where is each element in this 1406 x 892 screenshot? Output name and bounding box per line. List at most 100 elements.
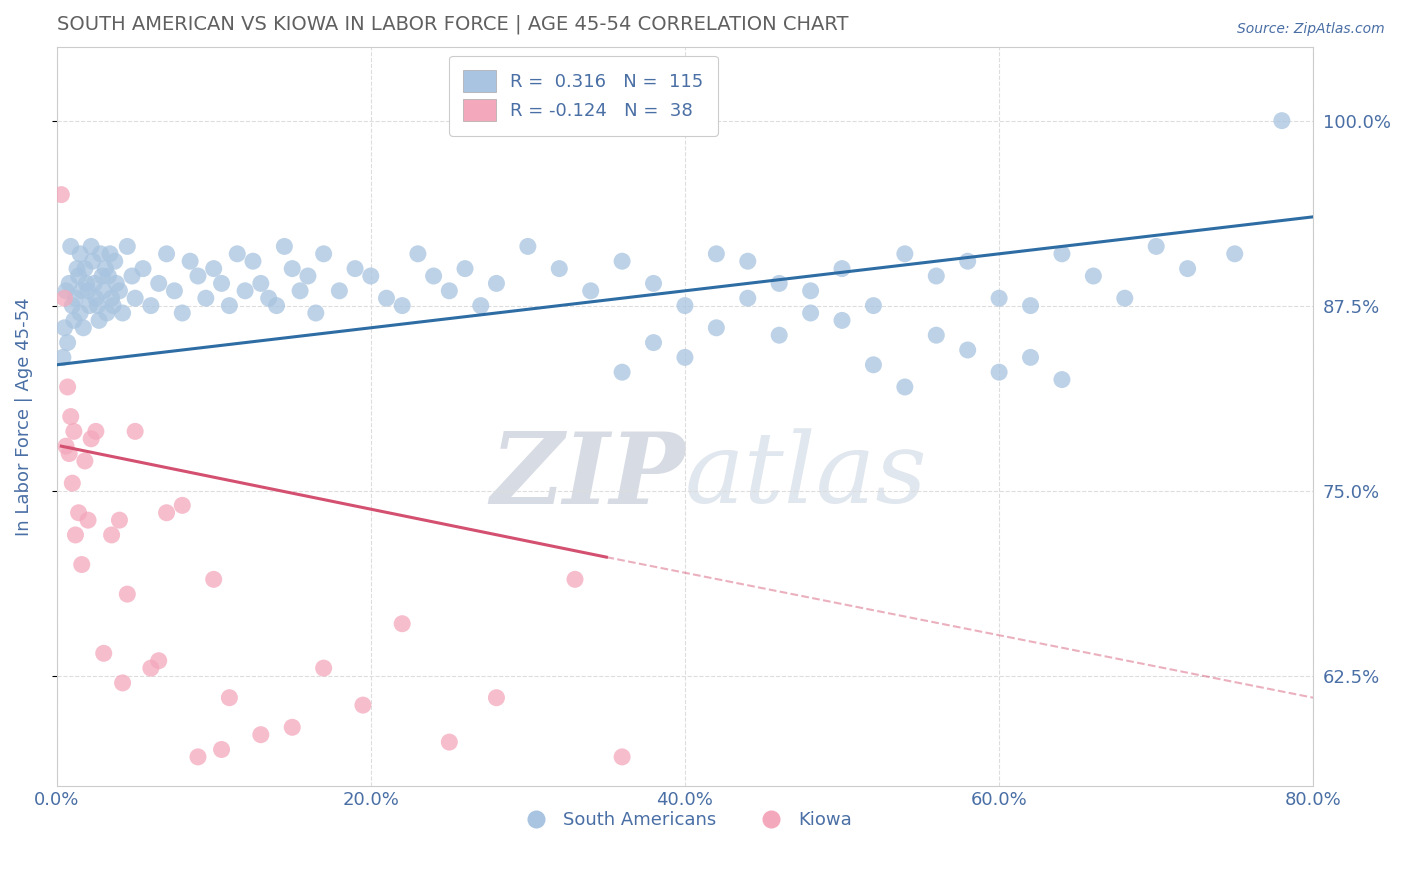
Point [250,277,273,291]
Point [305,306,328,320]
Point [72,320,94,334]
Point [406,247,429,261]
Point [1114,291,1136,305]
Point [1083,268,1105,283]
Point [73,454,96,468]
Point [155,247,177,261]
Point [218,690,240,705]
Point [155,506,177,520]
Point [53,291,76,305]
Point [737,254,759,268]
Point [643,335,665,350]
Point [111,676,134,690]
Point [80,239,103,253]
Point [80,432,103,446]
Point [91,268,114,283]
Point [831,313,853,327]
Point [65,291,87,305]
Point [187,750,209,764]
Point [65,528,87,542]
Point [281,720,304,734]
Point [117,587,139,601]
Point [925,268,948,283]
Point [124,425,146,439]
Point [53,320,76,334]
Point [610,365,633,379]
Point [1019,351,1042,365]
Point [564,572,586,586]
Legend: South Americans, Kiowa: South Americans, Kiowa [510,805,859,837]
Point [925,328,948,343]
Point [470,299,492,313]
Point [768,328,790,343]
Point [226,247,249,261]
Point [187,268,209,283]
Point [579,284,602,298]
Point [98,247,121,261]
Point [610,254,633,268]
Point [548,261,571,276]
Point [862,299,884,313]
Point [800,284,823,298]
Point [312,661,335,675]
Point [148,654,170,668]
Point [87,313,110,327]
Point [673,351,696,365]
Point [93,284,115,298]
Point [768,277,790,291]
Point [58,446,80,460]
Point [706,247,728,261]
Point [77,513,100,527]
Point [58,277,80,291]
Point [211,277,233,291]
Point [100,291,122,305]
Point [51,187,73,202]
Point [273,239,295,253]
Point [101,299,124,313]
Text: SOUTH AMERICAN VS KIOWA IN LABOR FORCE | AGE 45-54 CORRELATION CHART: SOUTH AMERICAN VS KIOWA IN LABOR FORCE |… [56,15,848,35]
Point [862,358,884,372]
Point [956,254,979,268]
Point [1050,373,1073,387]
Y-axis label: In Labor Force | Age 45-54: In Labor Force | Age 45-54 [15,297,32,536]
Point [83,277,105,291]
Point [706,320,728,334]
Point [172,306,194,320]
Point [454,261,477,276]
Point [297,268,319,283]
Point [242,254,264,268]
Point [69,306,91,320]
Point [988,365,1011,379]
Point [70,284,93,298]
Point [93,646,115,660]
Point [56,380,79,394]
Point [100,528,122,542]
Point [288,284,311,298]
Point [79,299,101,313]
Point [800,306,823,320]
Point [67,268,90,283]
Point [90,247,112,261]
Point [96,306,118,320]
Point [439,284,461,298]
Point [312,247,335,261]
Text: atlas: atlas [685,428,928,524]
Point [139,299,162,313]
Point [75,277,97,291]
Point [104,254,127,268]
Point [163,284,186,298]
Point [124,291,146,305]
Point [86,299,108,313]
Point [59,239,82,253]
Point [121,268,143,283]
Point [179,254,201,268]
Point [55,284,77,298]
Point [82,254,104,268]
Point [73,261,96,276]
Point [250,728,273,742]
Point [257,291,280,305]
Point [1177,261,1199,276]
Point [60,299,83,313]
Point [194,291,217,305]
Point [422,268,444,283]
